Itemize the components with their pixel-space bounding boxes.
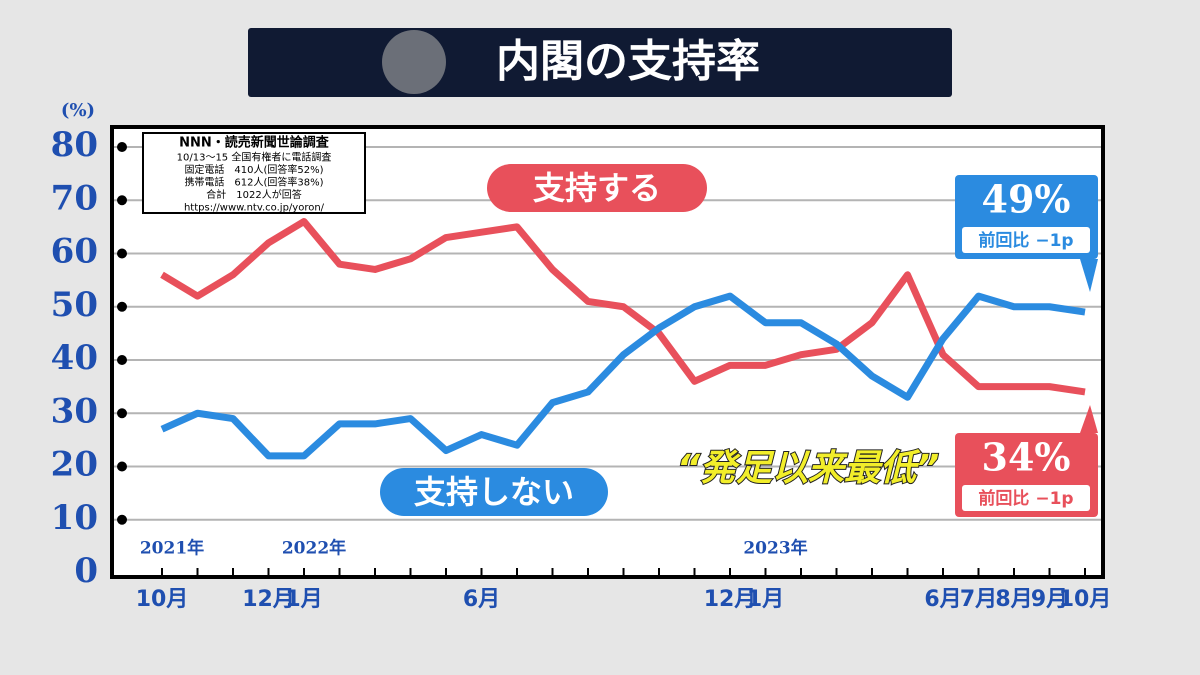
x-tick-label: 6月 [463,587,500,612]
y-tick-label: 10 [51,498,98,538]
source-box [142,132,366,214]
value-label: 34% [982,435,1071,480]
callout-pointer [1080,259,1098,292]
y-tick-dot [117,408,127,419]
change-box [962,485,1090,511]
legend-label: 支持しない [414,473,574,511]
x-tick-label: 1月 [747,587,784,612]
legend-label: 支持する [533,169,661,207]
x-tick-label: 1月 [285,587,322,612]
y-tick-label: 50 [51,285,98,325]
annotation: “発足以来最低” [677,448,939,489]
source-line: https://www.ntv.co.jp/yoron/ [184,203,325,214]
y-tick-label: 70 [51,178,98,218]
y-tick-dot [117,142,127,152]
x-tick-label: 7月 [960,587,997,612]
change-label: 前回比 −1p [978,230,1073,251]
y-unit: (%) [61,100,95,121]
year-label: 2023年 [743,538,807,559]
x-tick-label: 8月 [995,587,1032,612]
y-tick-dot [117,248,127,259]
x-tick-label: 12月 [242,587,295,612]
year-label: 2022年 [282,538,346,559]
x-tick-label: 10月 [1059,587,1112,612]
source-line: 10/13～15 全国有権者に電話調査 [177,151,332,164]
change-label: 前回比 −1p [978,488,1073,509]
y-tick-label: 20 [51,445,98,485]
value-label: 49% [982,177,1071,222]
source-line: 固定電話 410人(回答率52%) [184,163,323,176]
legend-pill [380,468,608,516]
y-tick-dot [117,355,127,365]
source-line: NNN・読売新聞世論調査 [179,135,330,151]
chart-title: 内閣の支持率 [496,36,760,87]
x-tick-label: 10月 [136,587,189,612]
year-label: 2021年 [140,538,204,559]
x-tick-label: 9月 [1031,587,1068,612]
x-tick-label: 12月 [704,587,757,612]
y-tick-dot [117,461,127,472]
y-tick-dot [117,301,127,312]
y-tick-label: 40 [51,338,98,378]
x-tick-label: 6月 [924,587,961,612]
y-tick-label: 0 [74,551,98,591]
legend-pill [487,164,707,212]
y-tick-label: 80 [51,125,98,165]
y-tick-label: 30 [51,391,98,431]
y-tick-dot [117,195,127,206]
y-tick-dot [117,514,127,525]
series-line [160,218,1086,396]
callout-pointer [1080,405,1098,433]
portrait [382,30,446,94]
source-line: 携帯電話 612人(回答率38%) [184,176,323,189]
y-tick-label: 60 [51,232,98,272]
change-box [962,227,1090,253]
source-line: 合計 1022人が回答 [206,188,301,201]
series-line [160,292,1086,460]
